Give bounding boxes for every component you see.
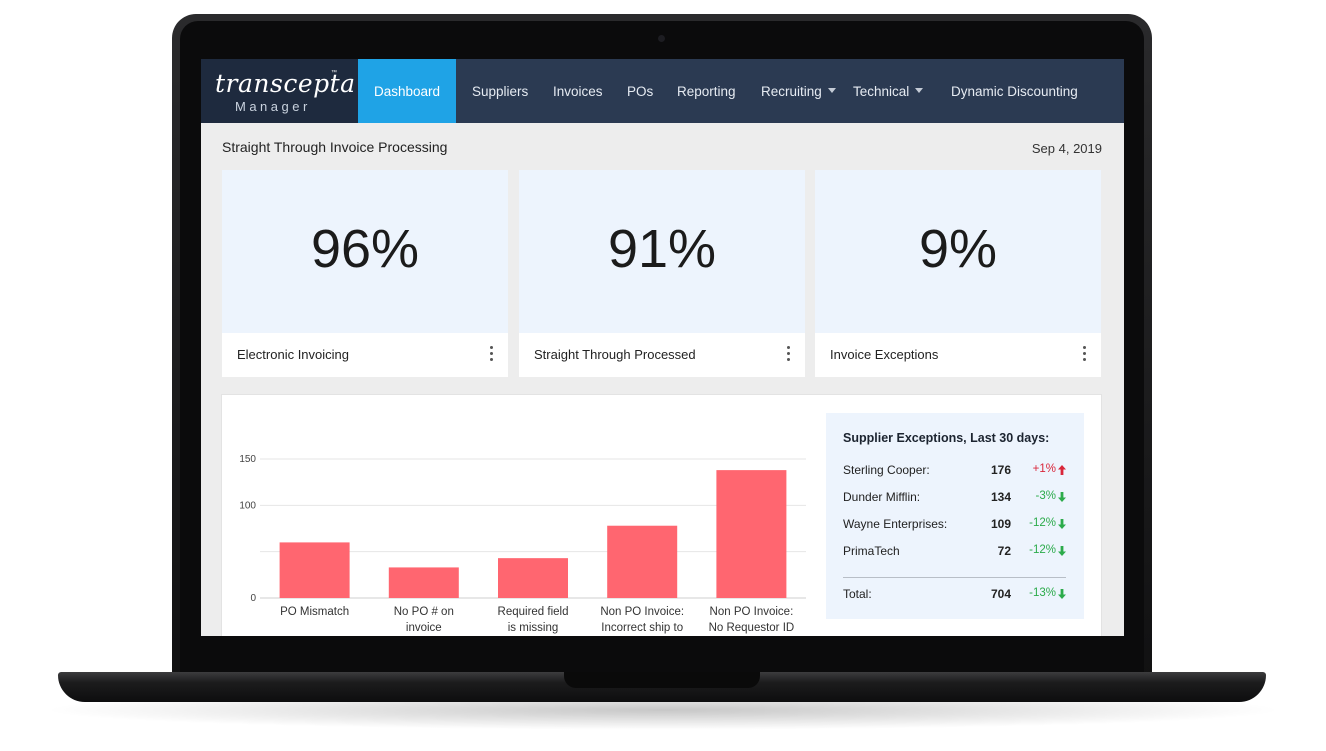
arrow-down-icon <box>1058 519 1066 529</box>
x-tick-label: Non PO Invoice: <box>710 606 794 618</box>
kpi-label: Invoice Exceptions <box>830 347 939 362</box>
nav-label: POs <box>627 84 654 99</box>
app-logo[interactable]: transcepta ™ Manager <box>201 59 358 123</box>
arrow-down-icon <box>1058 492 1066 502</box>
exception-change: +1% <box>1032 463 1056 475</box>
webcam <box>658 35 665 42</box>
x-tick-label: Required field <box>498 606 569 618</box>
supplier-name: Wayne Enterprises: <box>843 517 948 531</box>
kpi-label: Straight Through Processed <box>534 347 696 362</box>
arrow-up-icon <box>1058 465 1066 475</box>
x-tick-label: No Requestor ID <box>709 622 795 634</box>
supplier-exception-row: Sterling Cooper: 176 +1% <box>843 463 1066 481</box>
page-title: Straight Through Invoice Processing <box>222 139 448 155</box>
logo-wordmark: transcepta <box>215 69 356 98</box>
more-options-icon[interactable] <box>786 346 792 362</box>
supplier-exception-row: PrimaTech 72 -12% <box>843 544 1066 562</box>
supplier-exception-row: Dunder Mifflin: 134 -3% <box>843 490 1066 508</box>
bar <box>388 567 459 598</box>
supplier-exception-row: Wayne Enterprises: 109 -12% <box>843 517 1066 535</box>
kpi-value: 9% <box>918 219 998 279</box>
y-tick-label: 0 <box>250 593 256 604</box>
nav-suppliers[interactable]: Suppliers <box>472 59 528 123</box>
x-tick-label: PO Mismatch <box>280 606 349 618</box>
nav-dashboard[interactable]: Dashboard <box>358 59 456 123</box>
exception-change: -3% <box>1035 490 1056 502</box>
nav-label: Invoices <box>553 84 603 99</box>
app-screen: transcepta ™ Manager Dashboard Suppliers… <box>201 59 1124 636</box>
supplier-exceptions-box: Supplier Exceptions, Last 30 days: Sterl… <box>826 413 1084 619</box>
laptop-notch <box>564 672 760 688</box>
logo-trademark: ™ <box>331 70 337 76</box>
x-tick-label: No PO # on <box>394 606 454 618</box>
nav-label: Reporting <box>677 84 736 99</box>
logo-subtitle: Manager <box>235 99 311 114</box>
chevron-down-icon <box>915 87 924 93</box>
bar <box>607 525 678 598</box>
supplier-exceptions-total: Total: 704 -13% <box>843 587 1066 605</box>
more-options-icon[interactable] <box>489 346 495 362</box>
x-tick-label: Incorrect ship to <box>601 622 683 634</box>
kpi-card-body <box>222 170 508 333</box>
exception-change: -12% <box>1029 544 1056 556</box>
exception-count: 109 <box>990 517 1011 531</box>
kpi-card-invoice-exceptions: 9% Invoice Exceptions <box>815 170 1101 377</box>
kpi-label: Electronic Invoicing <box>237 347 349 362</box>
exception-count: 134 <box>990 490 1011 504</box>
x-tick-label: Non PO Invoice: <box>600 606 684 618</box>
kpi-card-body <box>519 170 805 333</box>
kpi-card-electronic-invoicing: 96% Electronic Invoicing <box>222 170 508 377</box>
supplier-name: Sterling Cooper: <box>843 463 930 477</box>
y-tick-label: 150 <box>239 454 256 465</box>
total-change: -13% <box>1029 587 1056 599</box>
bar <box>498 558 568 598</box>
nav-reporting[interactable]: Reporting <box>677 59 736 123</box>
nav-pos[interactable]: POs <box>627 59 653 123</box>
divider <box>843 577 1066 578</box>
nav-technical[interactable]: Technical <box>853 59 924 123</box>
nav-label: Suppliers <box>472 84 529 99</box>
kpi-value: 91% <box>607 219 717 279</box>
nav-label: Recruiting <box>761 84 822 99</box>
nav-label: Dynamic Discounting <box>951 84 1078 99</box>
kpi-card-body <box>815 170 1101 333</box>
chevron-down-icon <box>827 87 836 93</box>
exception-change: -12% <box>1029 517 1056 529</box>
total-label: Total: <box>843 587 872 601</box>
total-count: 704 <box>990 587 1011 601</box>
page-date: Sep 4, 2019 <box>1031 141 1102 156</box>
exceptions-panel: 0 100 150 PO Mismatch No PO # on invoice Requi… <box>222 395 1101 636</box>
exception-count: 176 <box>990 463 1011 477</box>
arrow-down-icon <box>1058 589 1066 599</box>
kpi-card-straight-through: 91% Straight Through Processed <box>519 170 805 377</box>
exceptions-bar-chart: 0 100 150 PO Mismatch No PO # on invoice Requi… <box>239 454 806 634</box>
kpi-value: 96% <box>310 219 420 279</box>
supplier-name: PrimaTech <box>843 544 900 558</box>
bar <box>716 470 787 598</box>
nav-recruiting[interactable]: Recruiting <box>761 59 836 123</box>
more-options-icon[interactable] <box>1082 346 1088 362</box>
nav-label: Dashboard <box>373 84 441 99</box>
nav-label: Technical <box>853 84 910 99</box>
nav-dynamic-discounting[interactable]: Dynamic Discounting <box>951 59 1078 123</box>
exception-count: 72 <box>997 544 1011 558</box>
arrow-down-icon <box>1058 546 1066 556</box>
x-tick-label: is missing <box>508 622 558 634</box>
bar <box>279 542 350 598</box>
top-navigation: transcepta ™ Manager Dashboard Suppliers… <box>201 59 1124 123</box>
supplier-name: Dunder Mifflin: <box>843 490 921 504</box>
x-tick-label: invoice <box>406 622 442 634</box>
nav-invoices[interactable]: Invoices <box>553 59 603 123</box>
y-tick-label: 100 <box>239 500 256 511</box>
supplier-exceptions-title: Supplier Exceptions, Last 30 days: <box>843 431 1050 445</box>
